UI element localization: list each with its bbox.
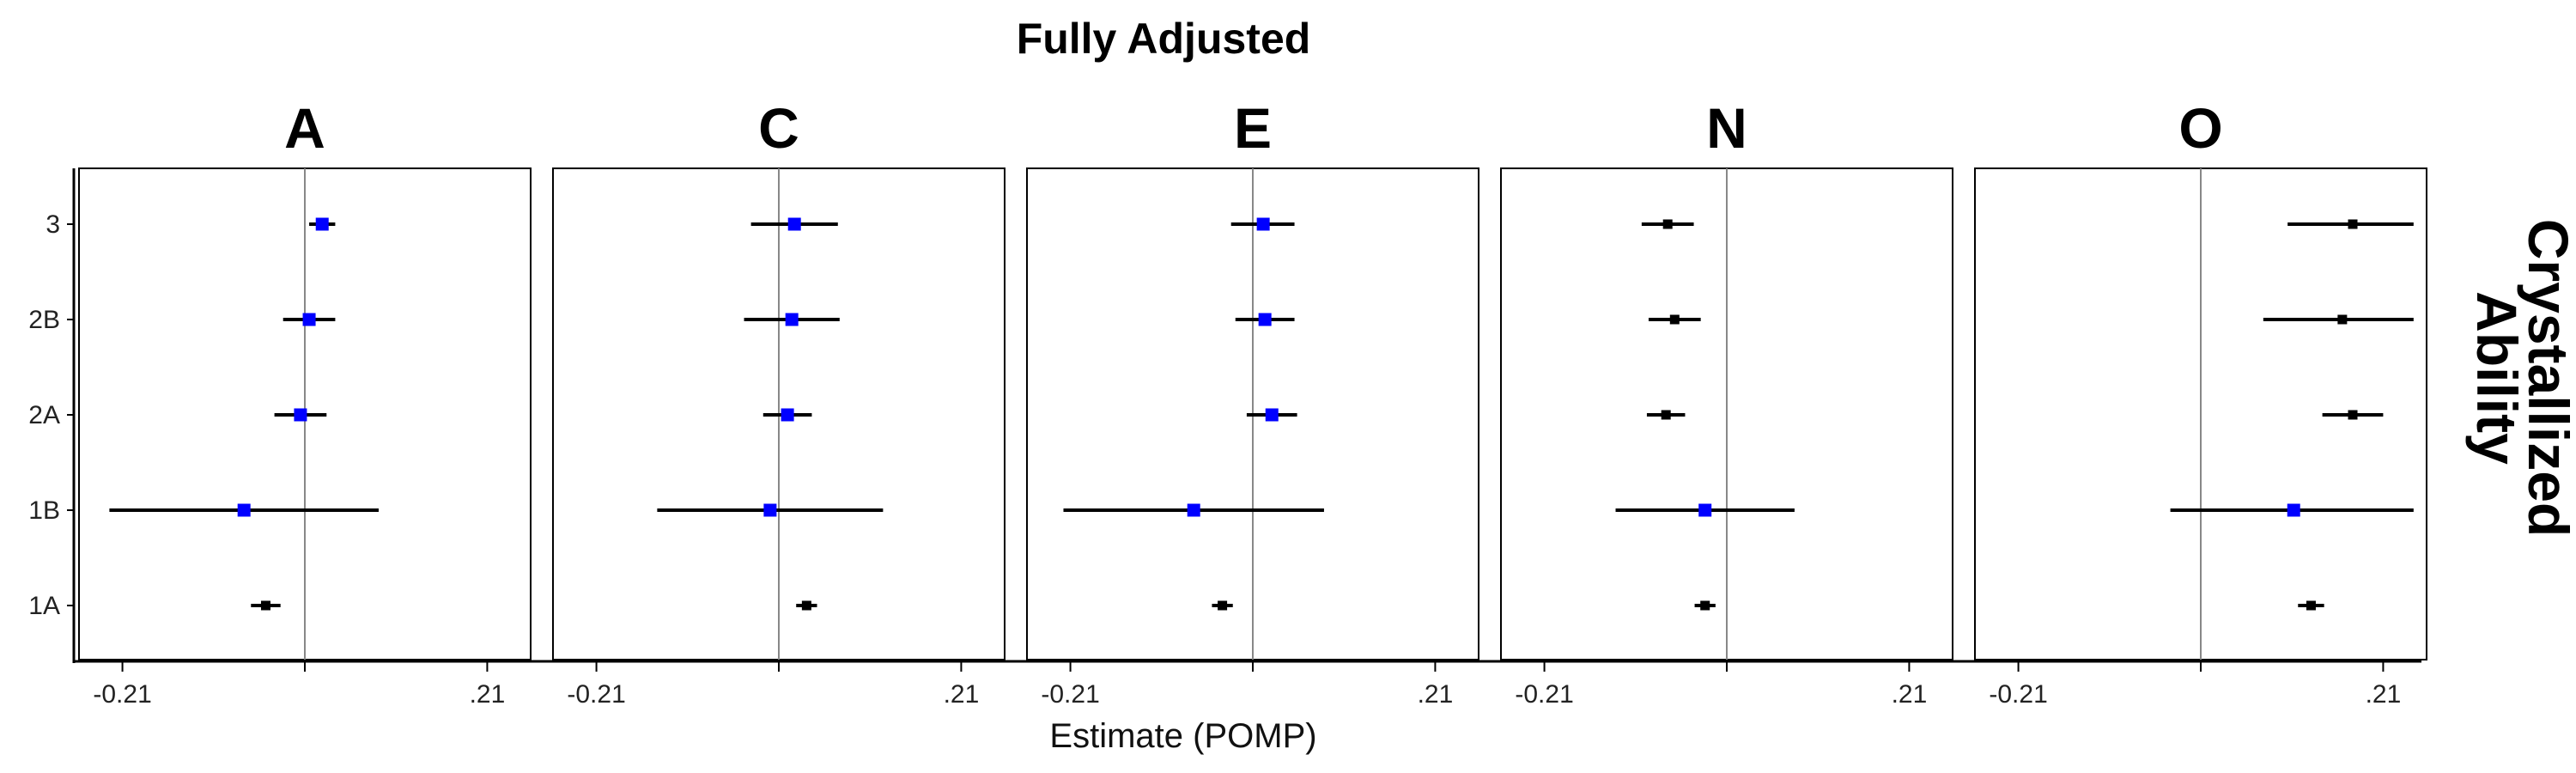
point-estimate — [1700, 600, 1710, 611]
point-estimate — [260, 600, 270, 611]
estimate-2b — [283, 313, 336, 326]
estimate-2a — [274, 408, 327, 422]
point-estimate — [302, 313, 316, 326]
panels: A -0.21 .21 C -0.21 .21 E -0.21 .21 N -0.21 .21 O -0.… — [78, 96, 2427, 709]
point-estimate — [763, 503, 777, 517]
point-estimate — [2287, 503, 2300, 517]
panel-title: C — [758, 96, 799, 160]
estimate-2b — [2263, 314, 2414, 325]
x-tick-label: .21 — [470, 680, 506, 709]
x-tick-label: .21 — [1418, 680, 1454, 709]
estimate-2a — [1646, 410, 1686, 420]
point-estimate — [1187, 503, 1200, 517]
y-tick-label: 2A — [28, 401, 60, 429]
panel-title: N — [1706, 96, 1747, 160]
y-tick-label: 3 — [46, 210, 60, 239]
estimate-3 — [309, 217, 336, 231]
panel-e: E -0.21 .21 — [1026, 96, 1479, 709]
point-estimate — [1669, 314, 1680, 325]
estimate-1a — [2298, 600, 2324, 611]
x-axis-label: Estimate (POMP) — [1049, 717, 1316, 755]
x-tick-label: -0.21 — [1041, 680, 1099, 709]
estimate-2b — [1235, 313, 1295, 326]
estimate-2a — [2322, 410, 2384, 420]
x-tick-label: .21 — [2366, 680, 2402, 709]
estimate-2b — [744, 313, 840, 326]
panel-n: N -0.21 .21 — [1500, 96, 1953, 709]
point-estimate — [2348, 410, 2358, 420]
strip-label-line-2: Ability — [2465, 291, 2529, 465]
estimate-3 — [1230, 217, 1295, 231]
panel-c: C -0.21 .21 — [552, 96, 1005, 709]
point-estimate — [1258, 313, 1272, 326]
x-tick-label: -0.21 — [93, 680, 151, 709]
estimate-2a — [762, 408, 812, 422]
panel-title: E — [1234, 96, 1272, 160]
estimate-1b — [657, 503, 884, 517]
estimate-3 — [1641, 219, 1694, 229]
strip-label-line-1: Crystallized — [2517, 219, 2576, 537]
y-axis: 1A 1B 2A 2B 3 — [28, 168, 2421, 663]
point-estimate — [2348, 219, 2358, 229]
point-estimate — [1661, 410, 1671, 420]
estimate-1a — [1694, 600, 1716, 611]
point-estimate — [1698, 503, 1712, 517]
point-estimate — [781, 408, 794, 422]
estimate-2b — [1648, 314, 1701, 325]
point-estimate — [787, 217, 801, 231]
estimate-3 — [750, 217, 838, 231]
x-tick-label: -0.21 — [1515, 680, 1573, 709]
point-estimate — [1256, 217, 1270, 231]
x-tick-label: .21 — [944, 680, 980, 709]
point-estimate — [315, 217, 329, 231]
point-estimate — [1218, 600, 1228, 611]
x-tick-label: -0.21 — [567, 680, 625, 709]
x-tick-label: -0.21 — [1989, 680, 2047, 709]
x-tick-label: .21 — [1892, 680, 1928, 709]
point-estimate — [294, 408, 307, 422]
estimate-2a — [1246, 408, 1297, 422]
panel-title: A — [284, 96, 325, 160]
panel-title: O — [2178, 96, 2222, 160]
y-tick-label: 1A — [28, 592, 60, 620]
panel-o: O -0.21 .21 — [1974, 96, 2427, 709]
chart-title: Fully Adjusted — [1017, 15, 1311, 63]
estimate-1a — [796, 600, 817, 611]
estimate-3 — [2287, 219, 2414, 229]
strip-label: Crystallized Ability — [2465, 219, 2576, 537]
point-estimate — [1662, 219, 1673, 229]
estimate-1a — [1212, 600, 1233, 611]
point-estimate — [2337, 314, 2348, 325]
point-estimate — [801, 600, 811, 611]
estimate-1b — [2170, 503, 2414, 517]
estimate-1b — [1615, 503, 1795, 517]
point-estimate — [1265, 408, 1279, 422]
panel-a: A -0.21 .21 — [78, 96, 532, 709]
point-estimate — [2306, 600, 2316, 611]
estimate-1b — [109, 503, 379, 517]
y-tick-label: 2B — [28, 306, 60, 334]
point-estimate — [237, 503, 251, 517]
estimate-1b — [1063, 503, 1324, 517]
y-tick-label: 1B — [28, 496, 60, 525]
point-estimate — [785, 313, 799, 326]
estimate-1a — [251, 600, 281, 611]
